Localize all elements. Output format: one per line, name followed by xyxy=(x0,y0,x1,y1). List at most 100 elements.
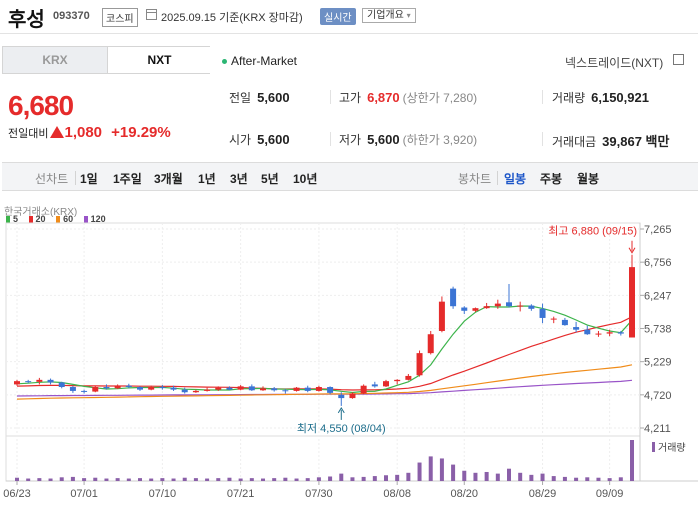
legend-ma20: 20 xyxy=(28,214,46,224)
volume-bar xyxy=(562,476,567,481)
stat-value: 5,600 xyxy=(367,132,400,147)
stat-value: 6,870 xyxy=(367,90,400,105)
chart-toolbar: 선차트 1일 1주일 3개월 1년 3년 5년 10년 봉차트 일봉 주봉 월봉 xyxy=(2,162,698,191)
candle-body xyxy=(438,301,445,331)
y-tick-label: 7,265 xyxy=(644,224,672,236)
external-link-icon xyxy=(673,54,684,65)
candle-body xyxy=(36,379,43,382)
low-arrow-head xyxy=(337,406,345,414)
volume-bar xyxy=(462,470,467,481)
stat-value: 6,150,921 xyxy=(591,90,649,105)
candle-body xyxy=(103,387,110,389)
candle-body xyxy=(584,329,591,335)
volume-bar xyxy=(540,473,545,481)
candle-chart-label[interactable]: 봉차트 xyxy=(458,172,492,186)
volume-bar xyxy=(283,477,288,481)
period-5y[interactable]: 5년 xyxy=(261,172,279,186)
volume-bar xyxy=(294,478,299,481)
stock-code: 093370 xyxy=(53,10,90,22)
candlestick-chart[interactable]: 7,265 6,756 6,247 5,738 5,229 4,720 4,211 06/23… xyxy=(0,194,698,509)
volume-bar xyxy=(182,477,187,481)
candle-body xyxy=(450,288,457,307)
volume-bar xyxy=(171,478,176,481)
x-tick-label: 08/29 xyxy=(529,488,557,500)
x-tick-label: 07/10 xyxy=(149,488,177,500)
candle-body xyxy=(114,385,121,389)
period-3y[interactable]: 3년 xyxy=(230,172,248,186)
nxt-link[interactable]: 넥스트레이드(NXT) xyxy=(565,54,684,71)
divider xyxy=(75,171,76,185)
stat-label: 거래량 xyxy=(552,91,586,105)
tab-nxt[interactable]: NXT xyxy=(107,47,211,73)
volume-bar xyxy=(59,477,64,481)
candle-body xyxy=(47,379,54,383)
candle-body xyxy=(349,393,356,399)
candle-monthly[interactable]: 월봉 xyxy=(577,172,600,186)
change-label: 전일대비 xyxy=(8,128,49,140)
candle-body xyxy=(383,381,389,387)
period-1y[interactable]: 1년 xyxy=(198,172,216,186)
ma20-line xyxy=(16,316,633,391)
divider xyxy=(542,132,543,146)
candle-body xyxy=(461,307,468,311)
after-market-status: After-Market xyxy=(222,54,297,68)
candle-daily[interactable]: 일봉 xyxy=(504,172,527,186)
volume-bar xyxy=(618,477,623,481)
ma60-line xyxy=(16,364,633,400)
legend-label: 5 xyxy=(13,214,19,224)
period-3m[interactable]: 3개월 xyxy=(154,172,183,186)
tab-krx[interactable]: KRX xyxy=(3,47,107,73)
candle-body xyxy=(371,384,378,387)
volume-bar xyxy=(104,478,109,481)
change-amount: 1,080 xyxy=(64,124,103,141)
candle-body xyxy=(405,375,412,380)
period-10y[interactable]: 10년 xyxy=(293,172,318,186)
volume-bar xyxy=(316,477,321,481)
y-tick-label: 6,247 xyxy=(644,290,672,302)
volume-bar xyxy=(26,478,31,481)
stock-header: 후성 093370 코스피 2025.09.15 기준(KRX 장마감) 실시간… xyxy=(0,0,698,34)
ma5-line xyxy=(16,305,633,394)
y-tick-label: 6,756 xyxy=(644,257,672,269)
volume-bar xyxy=(205,478,210,481)
candle-body xyxy=(271,388,278,391)
company-info-dropdown[interactable]: 기업개요 ▾ xyxy=(362,8,416,23)
stat-value: 5,600 xyxy=(257,90,290,105)
candle-body xyxy=(327,387,334,393)
volume-bar xyxy=(305,478,310,481)
stat-open: 시가 5,600 xyxy=(229,131,290,148)
volume-bar xyxy=(339,473,344,481)
candle-body xyxy=(550,318,557,320)
y-tick-label: 5,229 xyxy=(644,357,672,369)
period-1d[interactable]: 1일 xyxy=(80,172,98,186)
volume-bar xyxy=(585,477,590,481)
volume-bar xyxy=(93,477,98,481)
divider xyxy=(330,132,331,146)
volume-bar xyxy=(395,474,400,481)
volume-bar xyxy=(596,477,601,481)
candle-body xyxy=(69,387,76,391)
volume-bar xyxy=(193,478,198,481)
upper-limit: (상한가 7,280) xyxy=(402,91,478,105)
line-chart-label[interactable]: 선차트 xyxy=(35,172,69,186)
realtime-button[interactable]: 실시간 xyxy=(320,8,356,25)
market-badge: 코스피 xyxy=(102,8,138,27)
period-1w[interactable]: 1주일 xyxy=(113,172,142,186)
volume-bar xyxy=(406,472,411,481)
chevron-down-icon: ▾ xyxy=(406,11,411,20)
legend-swatch xyxy=(56,216,61,223)
volume-bar xyxy=(630,440,634,481)
chart-legend: 5 20 60 120 xyxy=(6,214,114,224)
stat-amount: 거래대금 39,867 백만 xyxy=(552,131,669,150)
x-tick-label: 09/09 xyxy=(596,488,624,500)
current-price: 6,680 xyxy=(8,90,74,121)
candle-body xyxy=(181,389,188,393)
divider xyxy=(330,90,331,104)
high-arrow-head xyxy=(628,247,636,254)
volume-bar xyxy=(350,477,355,481)
stat-prev-close: 전일 5,600 xyxy=(229,89,290,106)
candle-weekly[interactable]: 주봉 xyxy=(540,172,563,186)
candle-body xyxy=(528,305,535,309)
candle-body xyxy=(617,332,624,334)
volume-bar xyxy=(238,478,243,481)
